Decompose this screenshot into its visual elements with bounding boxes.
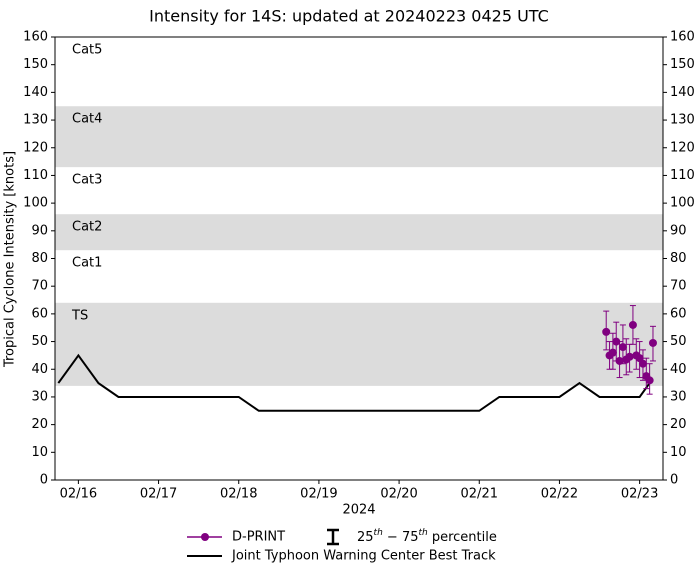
legend-text: th (418, 528, 428, 538)
legend-label: Joint Typhoon Warning Center Best Track (231, 549, 496, 564)
y2-tick-label: 70 (670, 279, 687, 294)
plot-frame (54, 36, 664, 481)
y2-tick-label: 110 (670, 168, 695, 183)
dprint-point (645, 376, 654, 385)
dprint-point (638, 359, 647, 368)
dprint-point (612, 337, 621, 346)
y2-tick-label: 40 (670, 362, 687, 377)
chart-title: Intensity for 14S: updated at 20240223 0… (149, 7, 549, 26)
legend-text: th (374, 528, 384, 538)
x-axis-label: 2024 (342, 503, 375, 518)
y2-tick-label: 120 (670, 140, 695, 155)
band-label: Cat3 (72, 173, 102, 188)
x-tick-label: 02/21 (461, 487, 498, 502)
x-tick-label: 02/20 (380, 487, 417, 502)
y-tick-label: 100 (23, 196, 48, 211)
legend-label: D-PRINT (232, 530, 285, 545)
y2-tick-label: 160 (670, 30, 695, 45)
band-label: Cat2 (72, 220, 102, 235)
y-axis-label: Tropical Cyclone Intensity [knots] (3, 151, 18, 368)
y2-tick-label: 140 (670, 85, 695, 100)
y2-tick-label: 10 (670, 445, 687, 460)
y2-tick-label: 30 (670, 389, 687, 404)
y2-tick-label: 50 (670, 334, 687, 349)
y2-tick-label: 80 (670, 251, 687, 266)
category-band (55, 214, 663, 251)
legend-text: 25 (357, 530, 374, 545)
y2-tick-label: 60 (670, 306, 687, 321)
band-label: Cat5 (72, 43, 102, 58)
dprint-point (602, 327, 611, 336)
y-tick-label: 70 (31, 279, 48, 294)
dprint-point (615, 356, 624, 365)
legend: D-PRINT 25th − 75th percentile Joint Typ… (187, 528, 497, 564)
y-tick-label: 90 (31, 223, 48, 238)
x-tick-label: 02/19 (300, 487, 337, 502)
y2-tick-label: 20 (670, 417, 687, 432)
y-tick-label: 30 (31, 389, 48, 404)
y-tick-label: 10 (31, 445, 48, 460)
dprint-point (608, 348, 617, 357)
legend-errorbar-icon (327, 528, 339, 546)
band-label: Cat1 (72, 256, 102, 271)
category-band (55, 106, 663, 168)
y-tick-label: 80 (31, 251, 48, 266)
y-tick-label: 20 (31, 417, 48, 432)
y2-tick-label: 150 (670, 57, 695, 72)
category-band (55, 302, 663, 386)
y2-tick-label: 90 (670, 223, 687, 238)
y-tick-label: 0 (40, 473, 48, 488)
dprint-point (618, 343, 627, 352)
y2-tick-label: 130 (670, 113, 695, 128)
band-label: Cat4 (72, 112, 102, 127)
y2-tick-label: 0 (670, 473, 678, 488)
dprint-point (625, 352, 634, 361)
x-tick-label: 02/18 (220, 487, 257, 502)
best-track-line (57, 353, 651, 412)
y-tick-label: 60 (31, 306, 48, 321)
x-tick-label: 02/16 (60, 487, 97, 502)
x-tick-label: 02/17 (140, 487, 177, 502)
y-tick-label: 150 (23, 57, 48, 72)
y-tick-label: 130 (23, 113, 48, 128)
legend-label: 25th − 75th percentile (357, 528, 497, 545)
y-tick-label: 40 (31, 362, 48, 377)
dprint-point (628, 320, 637, 329)
y-tick-label: 140 (23, 85, 48, 100)
legend-text: percentile (428, 530, 497, 545)
x-tick-label: 02/23 (621, 487, 658, 502)
y2-tick-label: 100 (670, 196, 695, 211)
x-tick-label: 02/22 (541, 487, 578, 502)
y-tick-label: 120 (23, 140, 48, 155)
y-tick-label: 50 (31, 334, 48, 349)
y-tick-label: 110 (23, 168, 48, 183)
dprint-point (648, 338, 657, 347)
band-label: TS (71, 308, 88, 323)
legend-swatch (201, 533, 209, 541)
y-tick-label: 160 (23, 30, 48, 45)
legend-text: − 75 (383, 530, 419, 545)
